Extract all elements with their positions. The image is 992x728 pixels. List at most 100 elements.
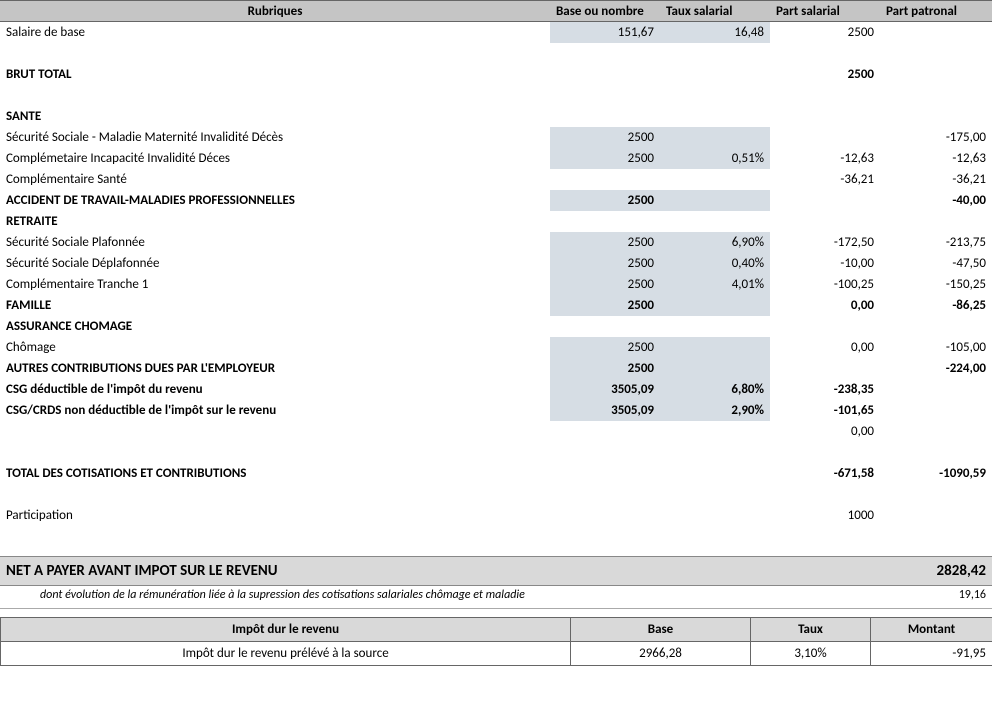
impot-h-taux: Taux: [751, 617, 871, 641]
table-row: Complémetaire Incapacité Invalidité Déce…: [0, 148, 992, 169]
impot-h-base: Base: [571, 617, 751, 641]
impot-r-taux: 3,10%: [751, 641, 871, 665]
row-cell: [660, 358, 770, 379]
row-cell: [550, 505, 660, 526]
row-label: [0, 85, 550, 106]
row-cell: [880, 106, 992, 127]
row-cell: [660, 85, 770, 106]
row-cell: 2500: [550, 148, 660, 169]
row-cell: [660, 64, 770, 85]
net-row: NET A PAYER AVANT IMPOT SUR LE REVENU 28…: [0, 556, 992, 585]
row-label: CSG/CRDS non déductible de l'impôt sur l…: [0, 400, 550, 421]
row-cell: -238,35: [770, 379, 880, 400]
net-table: NET A PAYER AVANT IMPOT SUR LE REVENU 28…: [0, 556, 992, 609]
row-cell: 2500: [550, 295, 660, 316]
row-label: TOTAL DES COTISATIONS ET CONTRIBUTIONS: [0, 463, 550, 484]
row-cell: -671,58: [770, 463, 880, 484]
row-cell: [770, 106, 880, 127]
row-label: Salaire de base: [0, 22, 550, 43]
row-cell: [880, 211, 992, 232]
net-note-value: 19,16: [880, 585, 992, 608]
table-row: BRUT TOTAL2500: [0, 64, 992, 85]
row-cell: 2500: [770, 64, 880, 85]
row-cell: [660, 43, 770, 64]
row-cell: [550, 211, 660, 232]
row-label: Sécurité Sociale Plafonnée: [0, 232, 550, 253]
row-cell: [770, 127, 880, 148]
table-row: ASSURANCE CHOMAGE: [0, 316, 992, 337]
row-cell: -86,25: [880, 295, 992, 316]
row-label: SANTE: [0, 106, 550, 127]
row-cell: -12,63: [770, 148, 880, 169]
row-cell: 2,90%: [660, 400, 770, 421]
row-cell: [660, 316, 770, 337]
row-cell: 2500: [550, 358, 660, 379]
table-row: TOTAL DES COTISATIONS ET CONTRIBUTIONS -6…: [0, 463, 992, 484]
row-cell: 2500: [550, 337, 660, 358]
table-row: Participation1000: [0, 505, 992, 526]
row-cell: -1090,59: [880, 463, 992, 484]
header-row: Rubriques Base ou nombre Taux salarial P…: [0, 1, 992, 22]
table-row: ACCIDENT DE TRAVAIL-MALADIES PROFESSIONN…: [0, 190, 992, 211]
row-cell: [880, 505, 992, 526]
row-cell: [550, 442, 660, 463]
table-row: Complémentaire Santé-36,21-36,21: [0, 169, 992, 190]
row-cell: [550, 169, 660, 190]
row-cell: 16,48: [660, 22, 770, 43]
row-cell: [550, 106, 660, 127]
row-cell: [770, 85, 880, 106]
row-cell: 0,51%: [660, 148, 770, 169]
row-cell: -213,75: [880, 232, 992, 253]
table-row: 0,00: [0, 421, 992, 442]
table-row: [0, 43, 992, 64]
row-cell: -10,00: [770, 253, 880, 274]
row-cell: 2500: [550, 190, 660, 211]
row-cell: 6,90%: [660, 232, 770, 253]
row-cell: 3505,09: [550, 379, 660, 400]
impot-h-label: Impôt dur le revenu: [1, 617, 571, 641]
row-cell: [550, 64, 660, 85]
impot-r-montant: -91,95: [871, 641, 992, 665]
table-row: [0, 484, 992, 505]
row-cell: -105,00: [880, 337, 992, 358]
row-cell: 2500: [550, 127, 660, 148]
col-header-base: Base ou nombre: [550, 1, 660, 22]
row-cell: 2500: [550, 232, 660, 253]
row-cell: 4,01%: [660, 274, 770, 295]
col-header-part-pat: Part patronal: [880, 1, 992, 22]
row-cell: [660, 484, 770, 505]
table-row: SANTE: [0, 106, 992, 127]
table-row: Salaire de base151,6716,482500: [0, 22, 992, 43]
row-cell: 0,00: [770, 421, 880, 442]
row-label: ACCIDENT DE TRAVAIL-MALADIES PROFESSIONN…: [0, 190, 550, 211]
row-cell: -100,25: [770, 274, 880, 295]
row-cell: [660, 211, 770, 232]
impot-r-label: Impôt dur le revenu prélévé à la source: [1, 641, 571, 665]
row-cell: [880, 316, 992, 337]
row-cell: -172,50: [770, 232, 880, 253]
row-cell: [550, 43, 660, 64]
table-row: CSG déductible de l'impôt du revenu3505,…: [0, 379, 992, 400]
row-cell: [660, 127, 770, 148]
row-cell: [880, 43, 992, 64]
row-cell: [880, 442, 992, 463]
row-label: Sécurité Sociale Déplafonnée: [0, 253, 550, 274]
row-cell: [660, 421, 770, 442]
row-label: Complémetaire Incapacité Invalidité Déce…: [0, 148, 550, 169]
row-cell: 2500: [550, 253, 660, 274]
table-row: [0, 442, 992, 463]
row-label: [0, 442, 550, 463]
row-cell: [880, 64, 992, 85]
row-cell: [550, 463, 660, 484]
row-cell: [770, 442, 880, 463]
row-label: [0, 484, 550, 505]
row-cell: 0,00: [770, 295, 880, 316]
row-label: Complémentaire Tranche 1: [0, 274, 550, 295]
row-cell: [660, 337, 770, 358]
impot-r-base: 2966,28: [571, 641, 751, 665]
table-row: CSG/CRDS non déductible de l'impôt sur l…: [0, 400, 992, 421]
row-cell: -101,65: [770, 400, 880, 421]
table-row: Sécurité Sociale - Maladie Maternité Inv…: [0, 127, 992, 148]
table-row: AUTRES CONTRIBUTIONS DUES PAR L'EMPLOYEU…: [0, 358, 992, 379]
col-header-rubriques: Rubriques: [0, 1, 550, 22]
